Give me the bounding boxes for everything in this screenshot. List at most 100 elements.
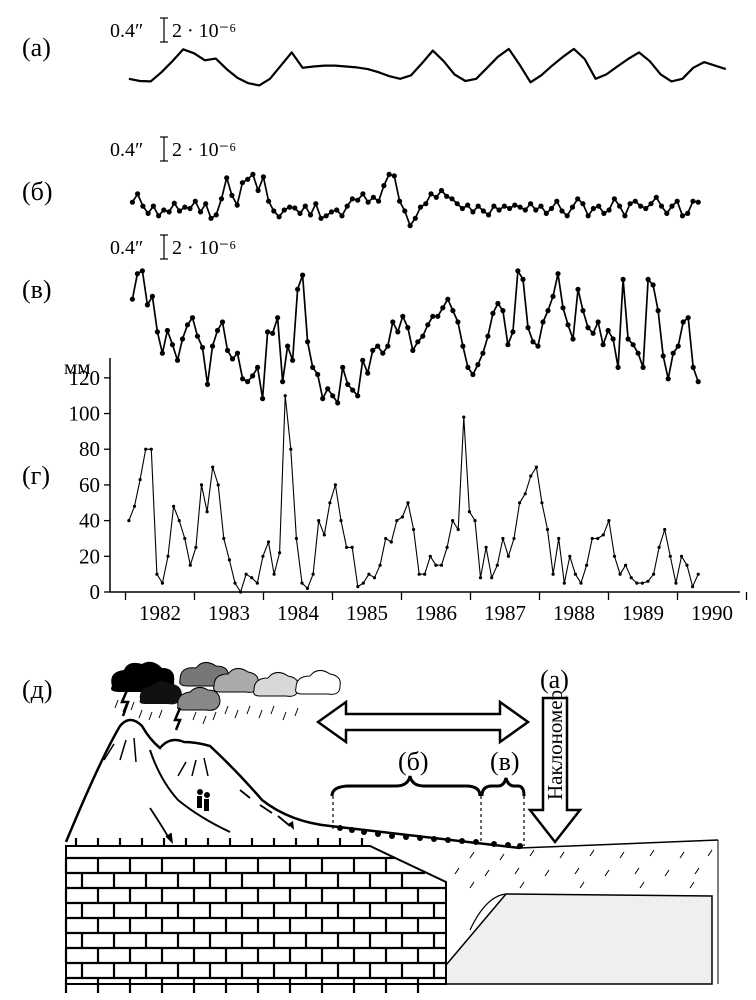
panel-v-point-82 [540,319,546,325]
panel-v-point-108 [670,350,676,356]
panel-g-y-unit: мм [64,355,91,379]
panel-v-point-84 [550,293,556,299]
panel-g-point-100 [685,563,689,567]
panel-b-point-66 [475,203,481,209]
panel-b-scale-label: 0.4″ [110,139,143,161]
panel-b-point-40 [339,213,345,219]
panel-v-point-66 [460,343,466,349]
panel-b-point-38 [328,209,335,215]
panel-v-point-69 [475,362,481,368]
panel-v-point-94 [600,342,606,348]
panel-v-point-28 [270,330,276,336]
panel-g-point-61 [467,510,471,514]
panel-v-scale-value: 2 · 10⁻⁶ [172,237,236,259]
panel-v-point-12 [189,315,196,321]
panel-g-point-22 [250,576,254,580]
hiker-icon [197,789,210,811]
panel-v-point-102 [640,364,646,370]
panel-v-point-50 [380,350,386,356]
panel-v-point-79 [525,325,531,331]
panel-b-point-59 [438,187,445,194]
diagram-label-b: (б) [398,747,429,776]
panel-b-point-34 [307,212,314,218]
panel-g-point-30 [294,536,298,541]
panel-v-point-41 [335,400,341,406]
panel-g-point-88 [618,572,622,576]
panel-b-point-55 [417,204,424,210]
panel-g-point-45 [378,563,382,567]
panel-v-point-98 [620,276,626,282]
panel-v-point-86 [560,305,566,311]
y-tick-label: 120 [69,366,101,390]
panel-g-point-33 [311,572,315,576]
panel-g-point-64 [484,545,488,550]
panel-v-point-40 [330,393,336,399]
panel-g-point-71 [523,492,527,496]
panel-b-point-63 [459,205,465,212]
panel-v-point-93 [595,319,601,325]
panel-b-point-17 [218,196,225,202]
panel-b-point-36 [318,215,324,221]
panel-g-point-66 [495,563,499,567]
panel-v-point-62 [440,305,446,311]
panel-b-point-12 [192,198,198,204]
panel-g-point-56 [439,563,444,567]
panel-v-point-100 [630,342,636,348]
panel-v-point-47 [365,370,371,376]
panel-v-point-19 [224,347,231,353]
panel-v-point-31 [285,343,291,349]
panel-g-point-54 [428,554,432,558]
panel-v-point-109 [675,343,681,349]
panel-b-point-50 [391,173,397,179]
panel-g-point-51 [412,527,416,532]
panel-b-point-24 [255,187,261,194]
panel-g-point-55 [434,563,438,567]
panel-b-point-1 [135,191,141,197]
basement-block [428,893,713,985]
panel-g-point-89 [624,563,628,567]
panel-g-point-75 [545,527,550,532]
panel-b-point-15 [208,215,214,221]
panel-v-point-81 [535,343,541,349]
panel-v-point-92 [590,330,596,336]
panel-b-point-69 [491,203,497,209]
tiltmeter-label: Наклономер [543,690,567,800]
panel-v-point-101 [635,350,641,356]
panel-g-point-35 [322,533,326,537]
panel-v-point-107 [665,376,671,382]
double-arrow-icon [315,699,531,745]
panel-g-point-74 [540,501,544,505]
panel-v-point-32 [290,357,296,363]
brace-v [480,777,526,797]
panel-g-point-26 [272,572,276,576]
x-tick-label: 1982 [139,601,181,625]
x-tick-label: 1988 [553,601,595,625]
panel-b-point-74 [517,204,523,210]
panel-b-point-54 [412,215,418,221]
panel-v-point-72 [490,310,496,316]
panel-g-point-34 [317,519,321,523]
panel-d-label: (д) [22,675,53,704]
panel-b-point-48 [381,183,387,189]
panel-b-point-82 [559,208,565,214]
panel-g-point-38 [339,519,343,523]
panel-g-point-24 [261,554,265,558]
panel-b-point-18 [224,175,230,181]
panel-v-point-64 [450,308,456,314]
panel-b-point-41 [344,203,350,209]
panel-g-point-1 [132,504,137,508]
panel-v-point-36 [310,364,316,370]
panel-b-point-67 [480,208,486,214]
panel-v-point-110 [680,319,686,325]
panel-v-point-48 [370,347,376,353]
panel-b-point-106 [685,210,691,216]
panel-g-point-77 [557,536,561,541]
panel-g-point-67 [501,536,505,541]
panel-g-point-42 [361,581,365,585]
panel-b-point-39 [334,207,340,213]
panel-v-point-35 [305,339,311,345]
panel-v-point-73 [495,300,501,307]
panel-v-point-105 [655,308,661,314]
panel-v-point-20 [229,356,236,362]
panel-b-point-3 [145,210,151,216]
